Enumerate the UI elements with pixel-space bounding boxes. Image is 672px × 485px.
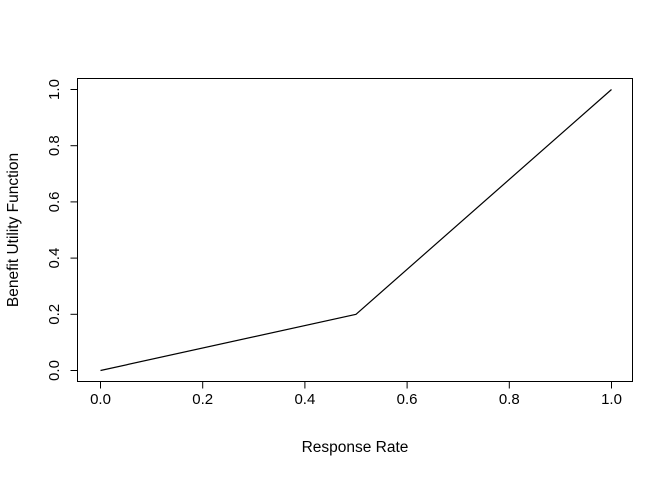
x-tick-label: 0.6 [397, 391, 418, 408]
x-tick-label: 1.0 [601, 391, 622, 408]
y-tick-label: 0.0 [46, 360, 63, 381]
plot-area [77, 78, 633, 382]
y-tick-label: 1.0 [46, 79, 63, 100]
x-tick-label: 0.2 [192, 391, 213, 408]
y-tick-label: 0.8 [46, 135, 63, 156]
x-axis-label: Response Rate [302, 439, 409, 456]
y-tick-label: 0.6 [46, 191, 63, 212]
x-tick-label: 0.0 [90, 391, 111, 408]
axes-and-series: 0.0 0.2 0.4 0.6 0.8 1.0 0.0 0.2 0.4 0.6 0.8 1.0 [46, 79, 622, 408]
series-line-benefit-utility-function [100, 89, 612, 372]
y-axis-label: Benefit Utility Function [5, 153, 22, 307]
x-tick-label: 0.4 [294, 391, 315, 408]
x-tick-label: 0.8 [499, 391, 520, 408]
y-tick-label: 0.4 [46, 248, 63, 269]
y-tick-label: 0.2 [46, 304, 63, 325]
